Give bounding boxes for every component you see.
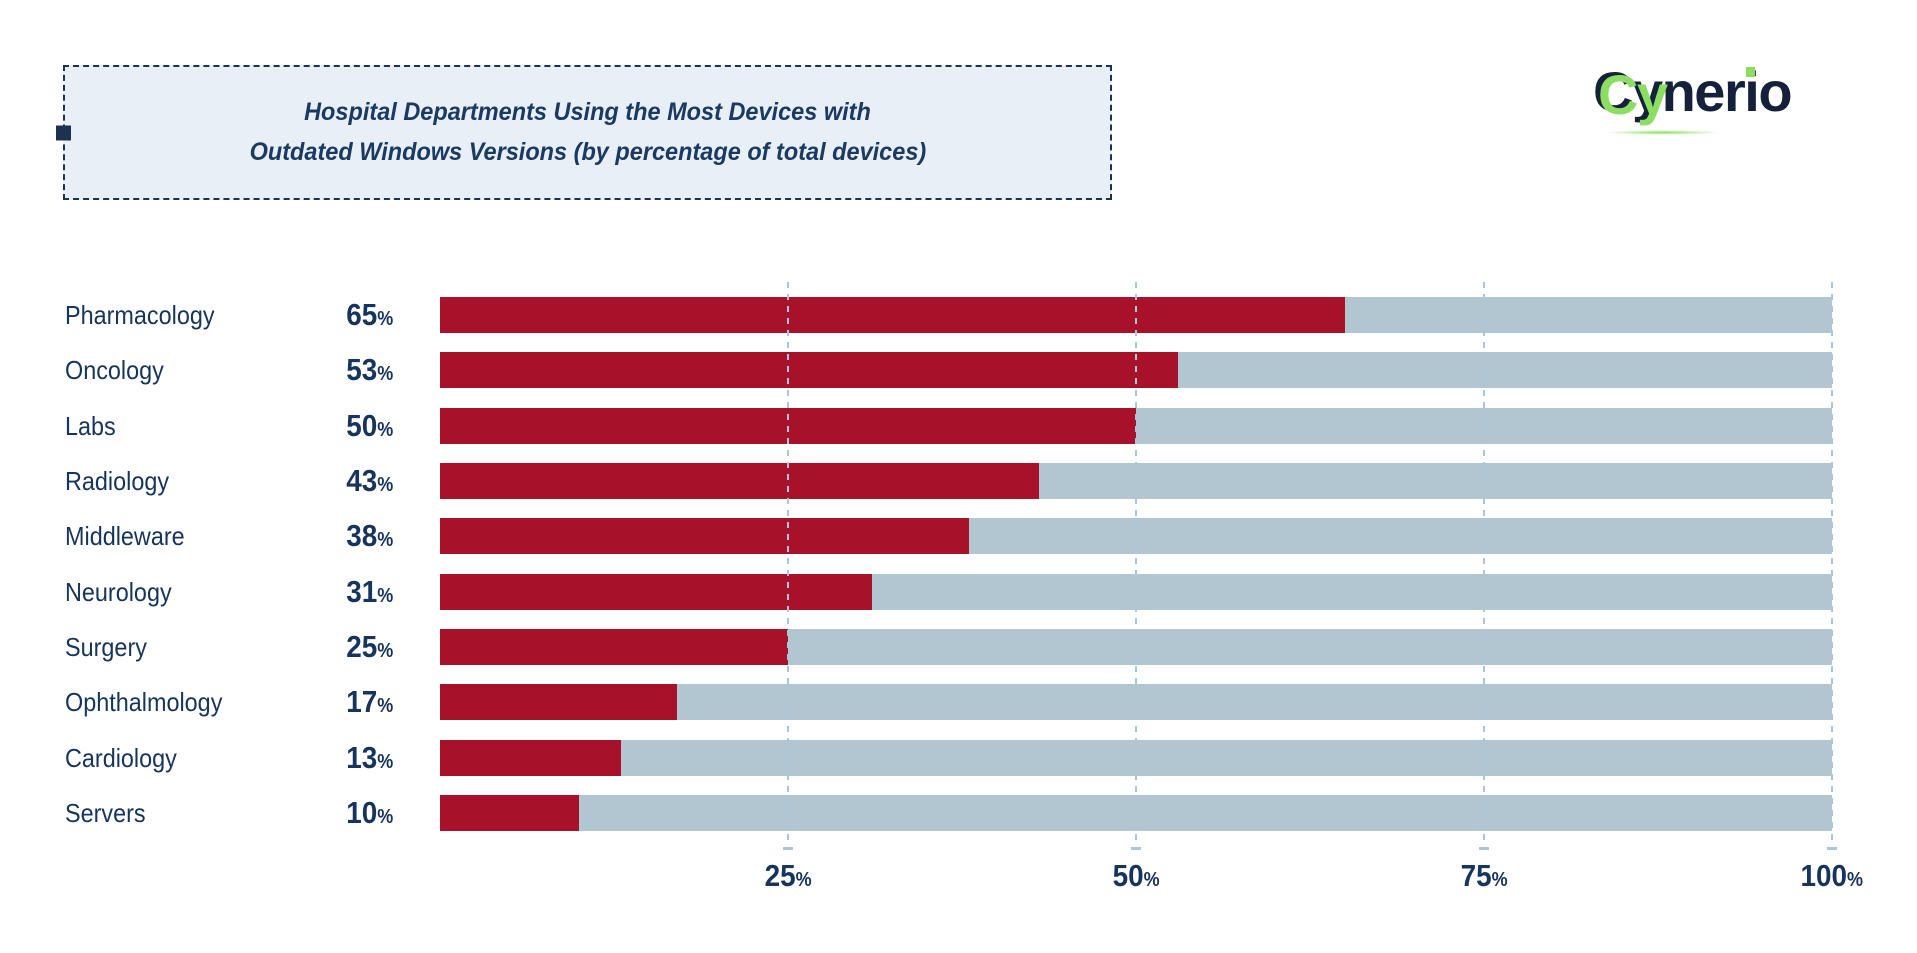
category-label: Neurology — [65, 577, 172, 607]
value-label: 38% — [345, 518, 393, 553]
value-label: 31% — [345, 574, 393, 609]
bar-fill — [440, 518, 969, 554]
category-label: Middleware — [65, 521, 185, 551]
chart-title-line-1: Hospital Departments Using the Most Devi… — [304, 98, 871, 126]
bar-fill — [440, 629, 788, 665]
x-axis-tick-label: 25% — [764, 858, 812, 893]
gridline — [1483, 282, 1485, 845]
category-label: Ophthalmology — [65, 687, 223, 717]
bar-fill — [440, 795, 580, 831]
gridline-end-tick — [1827, 847, 1837, 850]
selection-handle — [56, 125, 71, 140]
value-label: 17% — [345, 684, 393, 719]
logo-cy: Cy Cy — [1593, 60, 1668, 126]
category-label: Servers — [65, 798, 146, 828]
category-label: Radiology — [65, 466, 170, 496]
logo-nerio: nerio — [1661, 60, 1793, 123]
value-label: 50% — [345, 408, 393, 443]
bar-fill — [440, 684, 677, 720]
category-label: Surgery — [65, 632, 147, 662]
logo-i-green-dot: i — [1744, 60, 1760, 123]
bar-fill — [440, 574, 872, 610]
gridline-end-tick — [1131, 847, 1141, 850]
chart-title-box: Hospital Departments Using the Most Devi… — [56, 65, 1112, 200]
chart-title-line-2: Outdated Windows Versions (by percentage… — [249, 138, 926, 166]
x-axis-tick-label: 50% — [1112, 858, 1160, 893]
value-label: 43% — [345, 463, 393, 498]
value-label: 53% — [345, 352, 393, 387]
value-label: 13% — [345, 740, 393, 775]
logo-green-underline — [1605, 130, 1720, 135]
gridline-end-tick — [783, 847, 793, 850]
bar-fill — [440, 463, 1039, 499]
bar-fill — [440, 740, 621, 776]
value-label: 65% — [345, 297, 393, 332]
value-label: 25% — [345, 629, 393, 664]
category-label: Oncology — [65, 355, 164, 385]
x-axis-tick-label: 75% — [1460, 858, 1508, 893]
bar-fill — [440, 352, 1178, 388]
gridline — [1831, 282, 1833, 845]
gridline-end-tick — [1479, 847, 1489, 850]
cynerio-logo: Cy Cy nerio — [1593, 60, 1793, 140]
category-label: Labs — [65, 411, 116, 441]
bar-fill — [440, 297, 1345, 333]
gridline — [1135, 282, 1137, 845]
category-label: Cardiology — [65, 743, 177, 773]
category-label: Pharmacology — [65, 300, 215, 330]
value-label: 10% — [345, 795, 393, 830]
gridline — [787, 282, 789, 845]
x-axis-tick-label: 100% — [1800, 858, 1864, 893]
